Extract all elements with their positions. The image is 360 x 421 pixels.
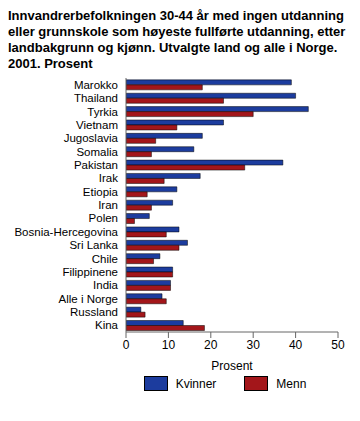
svg-text:30: 30 [247,338,261,352]
svg-text:Bosnia-Hercegovina: Bosnia-Hercegovina [14,226,118,238]
svg-text:Tyrkia: Tyrkia [87,106,118,118]
svg-text:Marokko: Marokko [74,79,118,91]
svg-text:Chile: Chile [92,253,118,265]
svg-text:Filippinene: Filippinene [62,266,118,278]
svg-text:Pakistan: Pakistan [74,159,118,171]
html-text:Innvandrerbefolkningen 30-44 å: Innvandrerbefolkningen 30-44 år med inge… [8,8,346,71]
svg-text:0: 0 [123,338,130,352]
svg-text:Russland: Russland [70,306,118,318]
svg-text:Polen: Polen [89,212,118,224]
svg-text:Etiopia: Etiopia [83,186,119,198]
svg-text:India: India [93,279,119,291]
svg-text:Sri Lanka: Sri Lanka [69,239,118,251]
svg-text:Irak: Irak [99,172,118,184]
html-text:Menn: Menn [276,376,307,391]
svg-text:Alle i Norge: Alle i Norge [59,293,118,305]
svg-text:10: 10 [162,338,176,352]
svg-text:Thailand: Thailand [74,92,118,104]
svg-text:Jugoslavia: Jugoslavia [64,132,119,144]
html-text:Kvinner: Kvinner [175,376,217,391]
svg-text:Iran: Iran [98,199,118,211]
svg-text:Somalia: Somalia [76,146,118,158]
svg-text:Vietnam: Vietnam [76,119,118,131]
svg-text:40: 40 [289,338,303,352]
svg-text:Kina: Kina [95,319,119,331]
svg-text:20: 20 [204,338,218,352]
svg-text:Prosent: Prosent [211,359,253,373]
svg-text:50: 50 [331,338,345,352]
